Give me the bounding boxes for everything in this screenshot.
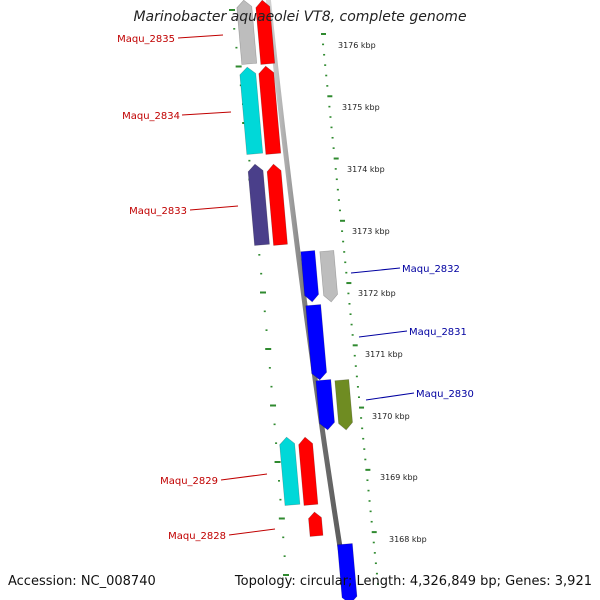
gene-feature-maqu_2830-1 — [315, 379, 335, 431]
map-title: Marinobacter aquaeolei VT8, complete gen… — [133, 9, 467, 25]
tick-label: 3173 kbp — [352, 227, 390, 236]
tick-label: 3170 kbp — [372, 412, 410, 421]
accession-text: Accession: NC_008740 — [8, 574, 156, 589]
gene-label-maqu_2832[interactable]: Maqu_2832 — [402, 264, 460, 275]
gene-feature-maqu_2834-2 — [258, 65, 282, 155]
gene-label-leader — [228, 528, 276, 536]
gene-label-maqu_2835[interactable]: Maqu_2835 — [117, 34, 175, 45]
gene-feature-maqu_2833-2 — [266, 163, 288, 246]
tick-track-right — [321, 33, 379, 585]
gene-label-maqu_2828[interactable]: Maqu_2828 — [168, 531, 226, 542]
gene-feature-maqu_2833-1 — [247, 163, 270, 246]
gene-feature-partial-bottom — [337, 543, 358, 600]
tick-label: 3175 kbp — [342, 103, 380, 112]
tick-label: 3172 kbp — [358, 289, 396, 298]
tick-label: 3171 kbp — [365, 350, 403, 359]
gene-label-maqu_2830[interactable]: Maqu_2830 — [416, 389, 474, 400]
gene-feature-maqu_2828-1 — [308, 511, 324, 537]
gene-label-leader — [358, 330, 408, 338]
gene-feature-maqu_2831-1 — [305, 304, 327, 381]
gene-feature-maqu_2829-2 — [298, 436, 319, 506]
tick-label: 3176 kbp — [338, 41, 376, 50]
gene-feature-maqu_2832-1 — [300, 250, 319, 303]
tick-label: 3169 kbp — [380, 473, 418, 482]
gene-label-maqu_2831[interactable]: Maqu_2831 — [409, 327, 467, 338]
tick-label: 3174 kbp — [347, 165, 385, 174]
gene-label-leader — [350, 267, 401, 274]
gene-label-maqu_2833[interactable]: Maqu_2833 — [129, 206, 187, 217]
gene-label-leader — [220, 473, 268, 481]
gene-feature-maqu_2835-2 — [255, 0, 276, 65]
gene-feature-maqu_2830-2 — [334, 379, 353, 431]
gene-label-layer: Maqu_2835 Maqu_2834 Maqu_2833 Maqu_2832 Maqu… — [117, 34, 474, 542]
gene-feature-layer — [236, 0, 358, 600]
gene-feature-maqu_2829-1 — [279, 436, 301, 506]
gene-feature-maqu_2832-2 — [319, 250, 338, 303]
gene-label-leader — [177, 34, 224, 39]
tick-label-layer: 3176 kbp 3175 kbp 3174 kbp 3173 kbp 3172 kbp… — [338, 41, 427, 544]
gene-label-leader — [365, 392, 415, 401]
genome-summary-text: Topology: circular; Length: 4,326,849 bp… — [234, 574, 592, 589]
tick-label: 3168 kbp — [389, 535, 427, 544]
gene-label-maqu_2829[interactable]: Maqu_2829 — [160, 476, 218, 487]
genome-backbone-line — [265, 0, 351, 600]
gene-label-leader — [189, 205, 239, 211]
gene-feature-maqu_2834-1 — [239, 66, 264, 155]
gene-label-leader — [181, 111, 232, 116]
genome-backbone — [265, 0, 351, 600]
gene-feature-maqu_2835-1 — [236, 0, 258, 65]
gene-label-maqu_2834[interactable]: Maqu_2834 — [122, 111, 180, 122]
